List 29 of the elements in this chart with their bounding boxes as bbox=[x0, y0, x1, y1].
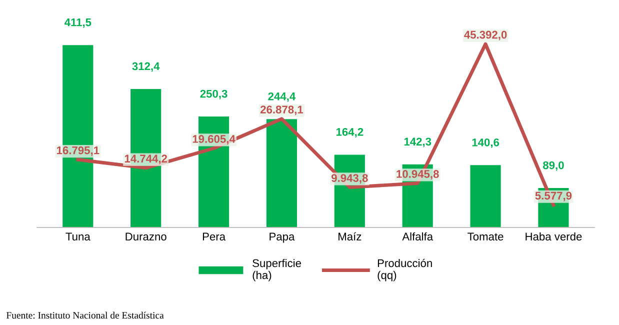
data-label: 89,0 bbox=[543, 161, 564, 171]
x-tick-label: Tuna bbox=[66, 232, 90, 241]
data-label: 164,2 bbox=[336, 128, 364, 138]
data-label: 5.577,9 bbox=[535, 192, 572, 202]
x-tick-label: Alfalfa bbox=[402, 232, 434, 241]
data-label: 250,3 bbox=[200, 90, 228, 100]
x-tick-label: Tomate bbox=[468, 232, 504, 241]
data-label: 26.878,1 bbox=[260, 106, 304, 116]
x-tick-label: Papa bbox=[270, 232, 295, 243]
x-tick-label: Pera bbox=[202, 232, 226, 241]
data-label: 411,5 bbox=[64, 18, 92, 28]
bar bbox=[266, 119, 298, 228]
legend-label: Superficie (ha) bbox=[252, 258, 301, 282]
x-tick-label: Haba verde bbox=[526, 232, 582, 241]
bar bbox=[470, 165, 501, 228]
data-label: 10.945,8 bbox=[396, 170, 439, 180]
data-label: 140,6 bbox=[472, 138, 500, 148]
source-note: Fuente: Instituto Nacional de Estadística bbox=[6, 312, 164, 319]
data-label: 16.795,1 bbox=[56, 146, 100, 156]
data-label: 142,3 bbox=[404, 138, 432, 148]
x-tick-label: Durazno bbox=[126, 232, 166, 241]
x-tick-label: Maíz bbox=[338, 232, 362, 241]
data-label: 19.605,4 bbox=[192, 135, 236, 145]
data-label: 9.943,8 bbox=[332, 174, 368, 184]
data-label: 244,4 bbox=[268, 92, 296, 102]
data-label: 312,4 bbox=[132, 62, 160, 72]
legend-label: Producción (qq) bbox=[378, 258, 432, 282]
data-label: 45.392,0 bbox=[464, 30, 507, 40]
data-label: 14.744,2 bbox=[124, 154, 168, 164]
